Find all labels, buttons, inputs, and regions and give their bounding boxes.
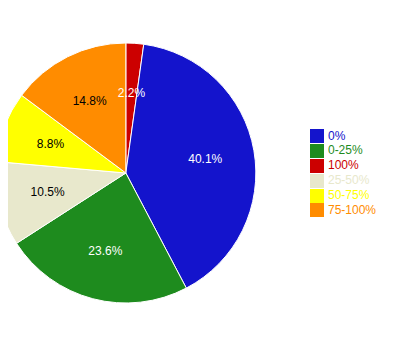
html-text:0-25%: 0-25% <box>328 143 363 158</box>
html-text:0%: 0% <box>328 128 346 143</box>
html-text:75-100%: 75-100% <box>328 202 376 217</box>
html-text:25-50%: 25-50% <box>328 173 370 187</box>
svg-text:8.8%: 8.8% <box>37 137 65 151</box>
html-text:50-75%: 50-75% <box>328 187 370 202</box>
svg-text:2.2%: 2.2% <box>118 86 146 100</box>
svg-text:10.5%: 10.5% <box>31 185 65 199</box>
svg-text:14.8%: 14.8% <box>73 94 107 108</box>
svg-text:23.6%: 23.6% <box>88 244 122 258</box>
html-text:100%: 100% <box>328 158 359 173</box>
svg-text:40.1%: 40.1% <box>188 152 222 166</box>
